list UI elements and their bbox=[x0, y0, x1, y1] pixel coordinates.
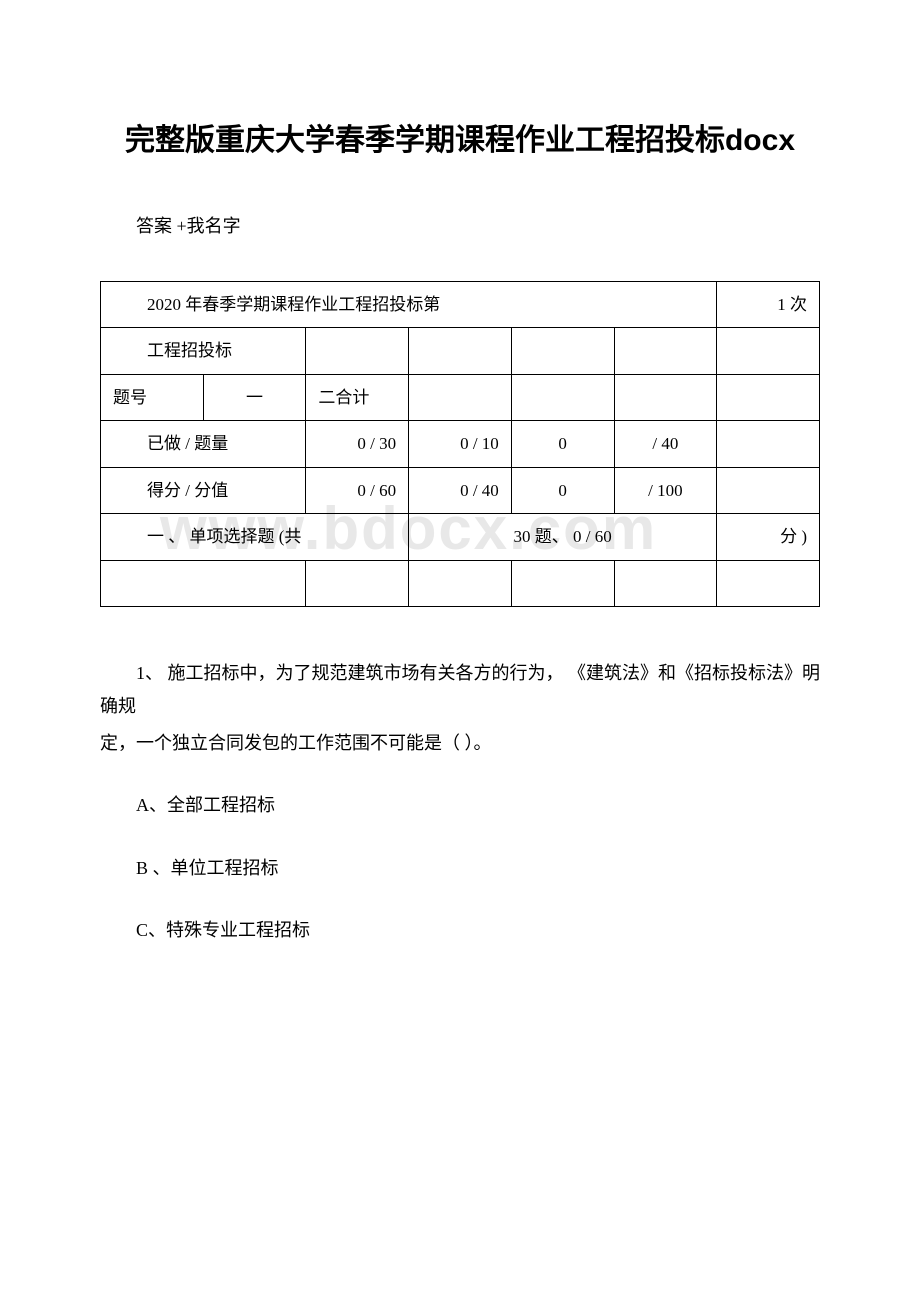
table-cell bbox=[717, 560, 820, 607]
table-cell bbox=[717, 467, 820, 514]
table-cell: 二合计 bbox=[306, 374, 409, 421]
summary-table: 2020 年春季学期课程作业工程招投标第 1 次 工程招投标 题号 一 二合计 bbox=[100, 281, 820, 608]
table-container: 2020 年春季学期课程作业工程招投标第 1 次 工程招投标 题号 一 二合计 bbox=[100, 281, 820, 608]
document-content: 完整版重庆大学春季学期课程作业工程招投标docx 答案 +我名字 2020 年春… bbox=[100, 120, 820, 947]
table-cell: 已做 / 题量 bbox=[101, 421, 306, 468]
table-cell: 一 bbox=[203, 374, 306, 421]
table-cell bbox=[614, 374, 717, 421]
table-cell: 一 、 单项选择题 (共 bbox=[101, 514, 409, 561]
table-row: 一 、 单项选择题 (共 30 题、 0 / 60 分 ) bbox=[101, 514, 820, 561]
table-cell: 2020 年春季学期课程作业工程招投标第 bbox=[101, 281, 717, 328]
table-row: 2020 年春季学期课程作业工程招投标第 1 次 bbox=[101, 281, 820, 328]
table-cell: 1 次 bbox=[717, 281, 820, 328]
question-line: 定，一个独立合同发包的工作范围不可能是（ ）。 bbox=[100, 727, 820, 759]
table-cell bbox=[101, 560, 306, 607]
table-cell bbox=[511, 374, 614, 421]
table-row: 题号 一 二合计 bbox=[101, 374, 820, 421]
table-cell bbox=[511, 560, 614, 607]
table-row bbox=[101, 560, 820, 607]
option-a: A、全部工程招标 bbox=[100, 789, 820, 821]
table-cell: / 100 bbox=[614, 467, 717, 514]
question-line: 1、 施工招标中，为了规范建筑市场有关各方的行为， 《建筑法》和《招标投标法》明… bbox=[100, 657, 820, 722]
table-cell bbox=[409, 328, 512, 375]
option-b: B 、单位工程招标 bbox=[100, 852, 820, 884]
table-cell bbox=[409, 560, 512, 607]
table-cell: 0 / 30 bbox=[306, 421, 409, 468]
table-cell bbox=[306, 328, 409, 375]
table-cell: 分 ) bbox=[717, 514, 820, 561]
table-cell: 0 / 10 bbox=[409, 421, 512, 468]
table-cell: 30 题、 0 / 60 bbox=[409, 514, 717, 561]
question-block: 1、 施工招标中，为了规范建筑市场有关各方的行为， 《建筑法》和《招标投标法》明… bbox=[100, 657, 820, 946]
option-c: C、特殊专业工程招标 bbox=[100, 914, 820, 946]
table-row: 已做 / 题量 0 / 30 0 / 10 0 / 40 bbox=[101, 421, 820, 468]
table-row: 得分 / 分值 0 / 60 0 / 40 0 / 100 bbox=[101, 467, 820, 514]
table-cell: 题号 bbox=[101, 374, 204, 421]
table-cell: 0 bbox=[511, 467, 614, 514]
table-row: 工程招投标 bbox=[101, 328, 820, 375]
table-cell: 0 / 40 bbox=[409, 467, 512, 514]
table-cell bbox=[717, 328, 820, 375]
subtitle-text: 答案 +我名字 bbox=[100, 212, 820, 241]
table-cell: 得分 / 分值 bbox=[101, 467, 306, 514]
document-title: 完整版重庆大学春季学期课程作业工程招投标docx bbox=[100, 120, 820, 162]
table-cell: / 40 bbox=[614, 421, 717, 468]
table-cell: 工程招投标 bbox=[101, 328, 306, 375]
table-cell bbox=[717, 421, 820, 468]
table-cell bbox=[614, 328, 717, 375]
table-cell bbox=[409, 374, 512, 421]
table-cell bbox=[614, 560, 717, 607]
table-cell: 0 bbox=[511, 421, 614, 468]
table-cell bbox=[717, 374, 820, 421]
table-cell bbox=[511, 328, 614, 375]
table-cell bbox=[306, 560, 409, 607]
table-cell: 0 / 60 bbox=[306, 467, 409, 514]
